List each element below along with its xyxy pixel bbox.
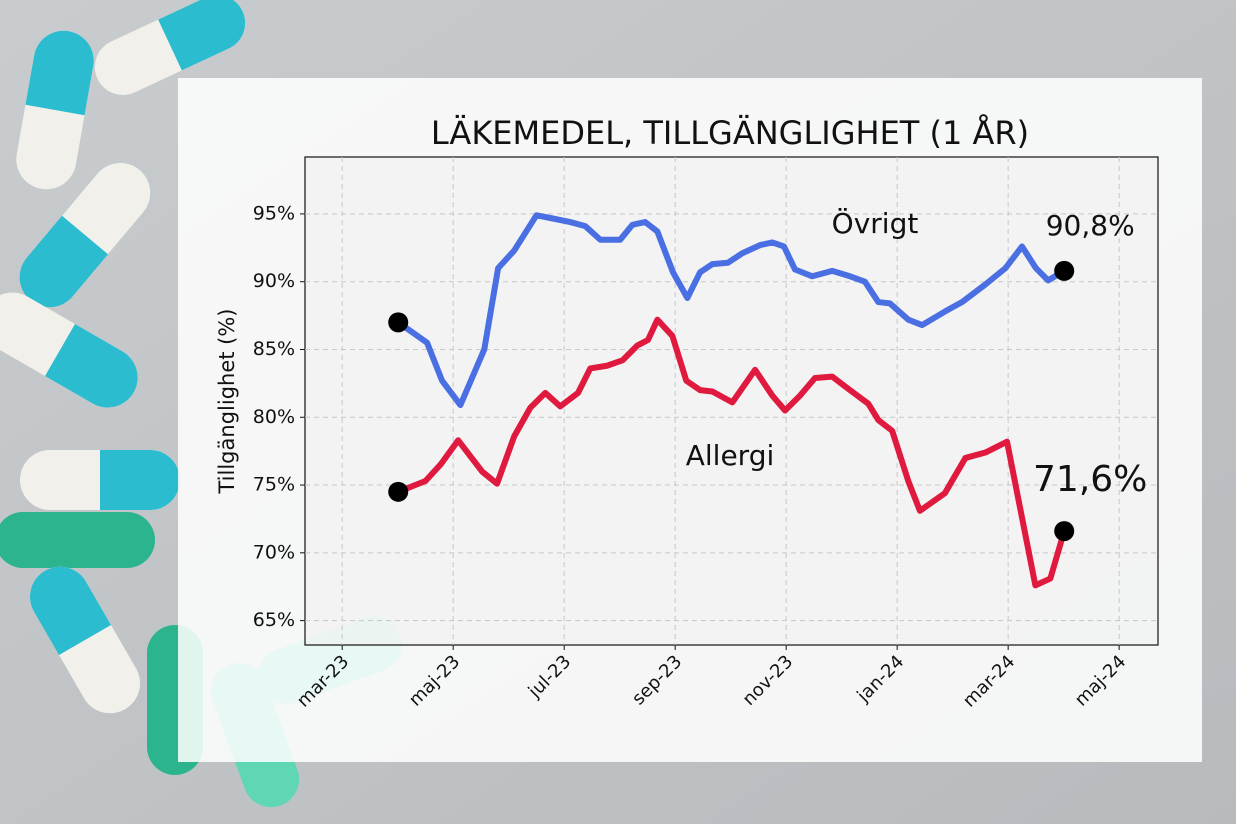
series-line — [395, 212, 1068, 409]
y-tick-label: 65% — [253, 609, 295, 631]
y-tick-label: 85% — [253, 338, 295, 360]
y-tick-label: 90% — [253, 270, 295, 292]
y-tick-label: 80% — [253, 406, 295, 428]
series-label: Allergi — [686, 439, 775, 472]
lines: Övrigt 90,8% Allergi 71,6% — [388, 206, 1147, 589]
y-axis-label: Tillgänglighet (%) — [215, 308, 239, 494]
chart-title: LÄKEMEDEL, TILLGÄNGLIGHET (1 ÅR) — [431, 114, 1029, 152]
series-line — [395, 316, 1068, 589]
end-point — [388, 312, 409, 333]
y-tick-label: 75% — [253, 474, 295, 496]
series-label: Övrigt — [832, 206, 919, 240]
end-point — [388, 481, 409, 502]
end-point — [1054, 260, 1075, 281]
end-point — [1054, 521, 1075, 542]
y-tick-label: 70% — [253, 541, 295, 563]
y-tick-label: 95% — [253, 202, 295, 224]
value-label: 71,6% — [1033, 459, 1147, 500]
value-label: 90,8% — [1046, 209, 1135, 242]
